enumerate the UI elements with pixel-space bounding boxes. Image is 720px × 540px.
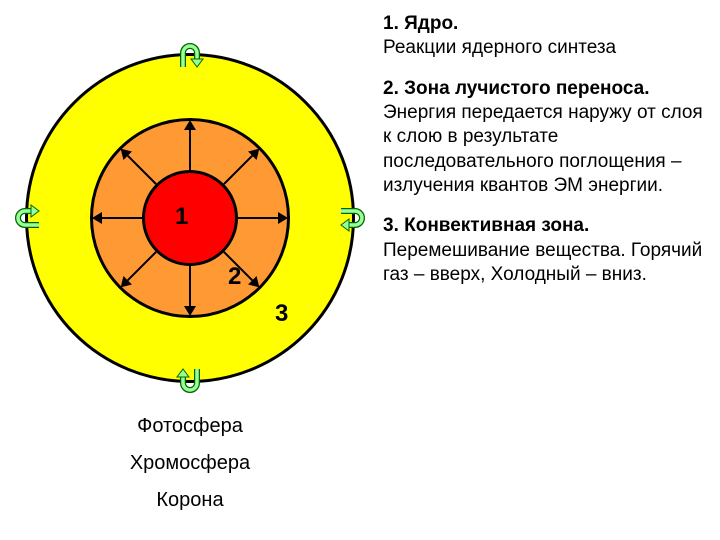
description-text: 1. Ядро. Реакции ядерного синтеза 2. Зон… — [383, 12, 708, 303]
label-chromosphere: Хромосфера — [70, 452, 310, 475]
label-1: 1 — [175, 203, 188, 231]
block-core: 1. Ядро. Реакции ядерного синтеза — [383, 12, 708, 61]
block-core-title: 1. Ядро. — [383, 13, 458, 34]
block-convective: 3. Конвективная зона. Перемешивание веще… — [383, 214, 708, 287]
block-convective-body: Перемешивание вещества. Горячий газ – вв… — [383, 240, 702, 285]
convection-arrow-icon — [175, 41, 205, 71]
block-radiative-title: 2. Зона лучистого переноса. — [383, 78, 650, 99]
label-3: 3 — [275, 300, 288, 328]
convection-arrow-icon — [175, 365, 205, 395]
block-convective-title: 3. Конвективная зона. — [383, 215, 589, 236]
label-2: 2 — [228, 263, 241, 291]
sun-diagram: 1 2 3 — [20, 48, 360, 388]
label-photosphere: Фотосфера — [70, 415, 310, 438]
block-radiative: 2. Зона лучистого переноса. Энергия пере… — [383, 77, 708, 199]
atmosphere-labels: Фотосфера Хромосфера Корона — [70, 415, 310, 526]
convection-arrow-icon — [13, 203, 43, 233]
convection-arrow-icon — [337, 203, 367, 233]
block-core-body: Реакции ядерного синтеза — [383, 37, 616, 58]
block-radiative-body: Энергия передается наружу от слоя к слою… — [383, 102, 703, 196]
label-corona: Корона — [70, 489, 310, 512]
